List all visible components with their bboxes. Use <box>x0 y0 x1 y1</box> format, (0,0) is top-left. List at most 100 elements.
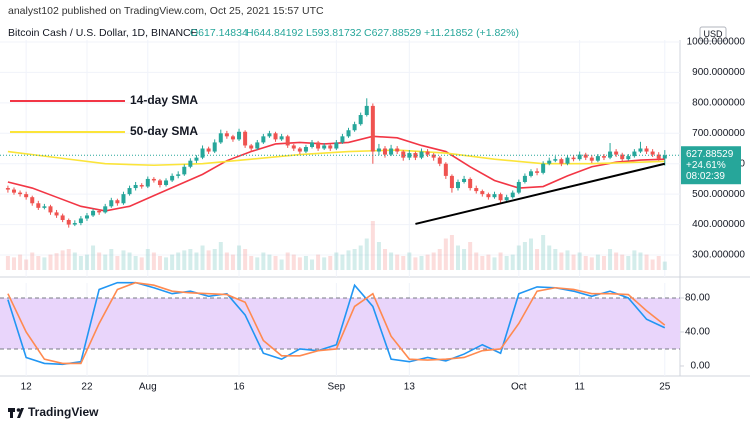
volume-bar <box>571 254 576 270</box>
volume-bar <box>267 254 272 270</box>
volume-bar <box>346 250 351 270</box>
volume-bar <box>492 257 497 270</box>
y-tick-label: 400.000000 <box>692 219 745 230</box>
candle-body <box>164 180 169 186</box>
volume-bar <box>389 252 394 270</box>
candle-body <box>310 142 315 147</box>
candle-body <box>620 154 625 160</box>
volume-bar <box>352 249 357 270</box>
candle-body <box>553 159 558 161</box>
volume-bar <box>91 245 96 270</box>
candle-body <box>474 188 479 192</box>
volume-bar <box>650 259 655 270</box>
volume-bar <box>249 256 254 270</box>
osc-tick-label: 80.00 <box>685 293 710 304</box>
candle-body <box>145 178 150 187</box>
volume-bar <box>261 252 266 270</box>
volume-bar <box>401 256 406 270</box>
volume-bar <box>437 249 442 270</box>
volume-bar <box>595 254 600 270</box>
candle-body <box>419 151 424 158</box>
candle-body <box>522 175 527 182</box>
candle-body <box>97 210 102 213</box>
volume-bar <box>638 252 643 270</box>
candle-body <box>151 178 156 181</box>
candle-body <box>407 153 412 158</box>
volume-bar <box>297 257 302 270</box>
volume-bar <box>559 252 564 270</box>
candle-body <box>389 148 394 155</box>
volume-bar <box>656 256 661 270</box>
volume-bar <box>504 256 509 270</box>
volume-bar <box>273 256 278 270</box>
candle-body <box>638 148 643 152</box>
candle-body <box>346 130 351 137</box>
volume-bar <box>407 252 412 270</box>
volume-bar <box>42 257 47 270</box>
volume-bar <box>218 242 223 270</box>
volume-bar <box>164 257 169 270</box>
candle-body <box>316 142 321 149</box>
footer-brand: TradingView <box>28 405 99 419</box>
volume-bar <box>188 249 193 270</box>
volume-bar <box>443 238 448 270</box>
candle-body <box>535 171 540 173</box>
candle-body <box>601 156 606 158</box>
volume-bar <box>285 252 290 270</box>
candle-body <box>547 160 552 164</box>
volume-bar <box>601 256 606 270</box>
volume-bar <box>103 254 108 270</box>
volume-bar <box>322 257 327 270</box>
volume-bar <box>498 252 503 270</box>
candle-body <box>91 210 96 216</box>
legend-label: 50-day SMA <box>130 124 198 138</box>
x-tick-label: Oct <box>511 382 527 393</box>
candle-body <box>84 215 89 219</box>
candle-body <box>218 133 223 143</box>
candle-body <box>425 151 430 155</box>
candle-body <box>577 154 582 160</box>
volume-bar <box>383 249 388 270</box>
volume-bar <box>133 256 138 270</box>
volume-bar <box>151 252 156 270</box>
volume-bar <box>24 259 29 270</box>
candle-body <box>626 156 631 160</box>
volume-bar <box>455 245 460 270</box>
candle-body <box>565 157 570 164</box>
symbol-title: Bitcoin Cash / U.S. Dollar, 1D, BINANCE <box>8 27 198 39</box>
candle-body <box>583 154 588 158</box>
candle-body <box>224 133 229 137</box>
volume-bar <box>589 257 594 270</box>
volume-bar <box>279 259 284 270</box>
volume-bar <box>84 254 89 270</box>
x-tick-label: 25 <box>659 382 671 393</box>
candle-body <box>249 145 254 149</box>
candle-body <box>182 166 187 175</box>
candle-body <box>516 181 521 193</box>
candle-body <box>30 197 35 204</box>
candle-body <box>139 185 144 187</box>
volume-bar <box>395 254 400 270</box>
candle-body <box>115 200 120 204</box>
volume-bar <box>541 235 546 270</box>
volume-bar <box>316 254 321 270</box>
volume-bar <box>632 250 637 270</box>
volume-bar <box>620 254 625 270</box>
volume-bar <box>200 245 205 270</box>
legend-label: 14-day SMA <box>130 93 198 107</box>
volume-bar <box>449 235 454 270</box>
candle-body <box>133 185 138 189</box>
change-label: +11.21852 (+1.82%) <box>424 27 519 39</box>
candle-body <box>443 163 448 176</box>
candle-body <box>328 145 333 149</box>
volume-bar <box>243 249 248 270</box>
candle-body <box>230 136 235 140</box>
currency-label[interactable]: USD <box>703 29 723 39</box>
candle-body <box>103 206 108 213</box>
currency-box[interactable] <box>699 26 727 42</box>
candle-body <box>267 133 272 137</box>
volume-bar <box>474 252 479 270</box>
volume-bar <box>72 252 77 270</box>
